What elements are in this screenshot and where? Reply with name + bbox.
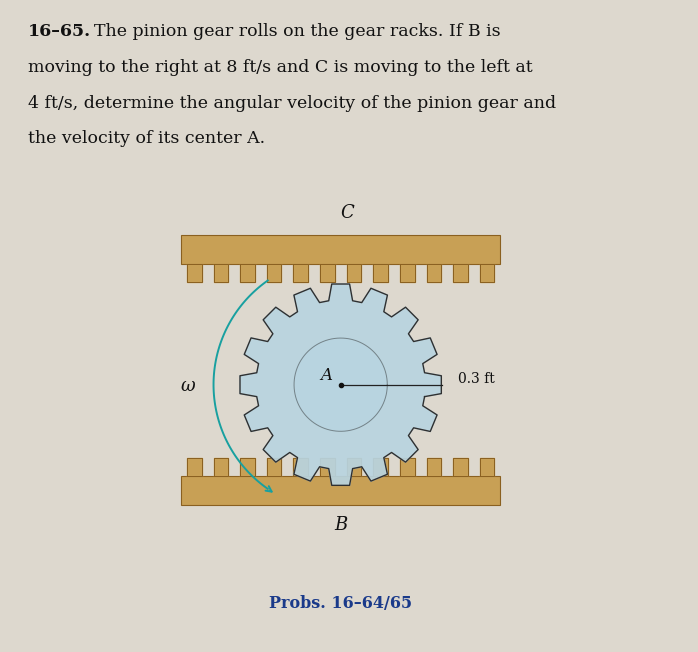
Polygon shape (214, 458, 228, 476)
Polygon shape (347, 458, 362, 476)
Polygon shape (187, 264, 202, 282)
Polygon shape (400, 264, 415, 282)
Text: 0.3 ft: 0.3 ft (458, 372, 495, 387)
Polygon shape (267, 264, 281, 282)
Polygon shape (240, 284, 441, 485)
Text: ω: ω (181, 378, 195, 395)
Polygon shape (267, 458, 281, 476)
Polygon shape (187, 458, 202, 476)
Polygon shape (426, 458, 441, 476)
Text: The pinion gear rolls on the gear racks. If B is: The pinion gear rolls on the gear racks.… (83, 23, 500, 40)
Polygon shape (373, 458, 388, 476)
Polygon shape (320, 458, 334, 476)
Polygon shape (293, 458, 308, 476)
Text: 4 ft/s, determine the angular velocity of the pinion gear and: 4 ft/s, determine the angular velocity o… (28, 95, 556, 111)
Polygon shape (347, 264, 362, 282)
Polygon shape (480, 264, 494, 282)
Polygon shape (480, 458, 494, 476)
Polygon shape (240, 458, 255, 476)
Text: C: C (341, 205, 354, 222)
Polygon shape (373, 264, 388, 282)
Polygon shape (293, 264, 308, 282)
Polygon shape (453, 458, 468, 476)
Text: A: A (320, 367, 332, 384)
Text: moving to the right at 8 ft/s and C is moving to the left at: moving to the right at 8 ft/s and C is m… (28, 59, 533, 76)
Polygon shape (453, 264, 468, 282)
Bar (181, 235, 500, 264)
Polygon shape (294, 338, 387, 431)
Bar (181, 476, 500, 505)
Polygon shape (400, 458, 415, 476)
Text: Probs. 16–64/65: Probs. 16–64/65 (269, 595, 413, 612)
Text: the velocity of its center A.: the velocity of its center A. (28, 130, 265, 147)
Polygon shape (320, 264, 334, 282)
Text: B: B (334, 516, 348, 534)
Polygon shape (214, 264, 228, 282)
Text: 16–65.: 16–65. (28, 23, 91, 40)
Polygon shape (240, 264, 255, 282)
Polygon shape (426, 264, 441, 282)
